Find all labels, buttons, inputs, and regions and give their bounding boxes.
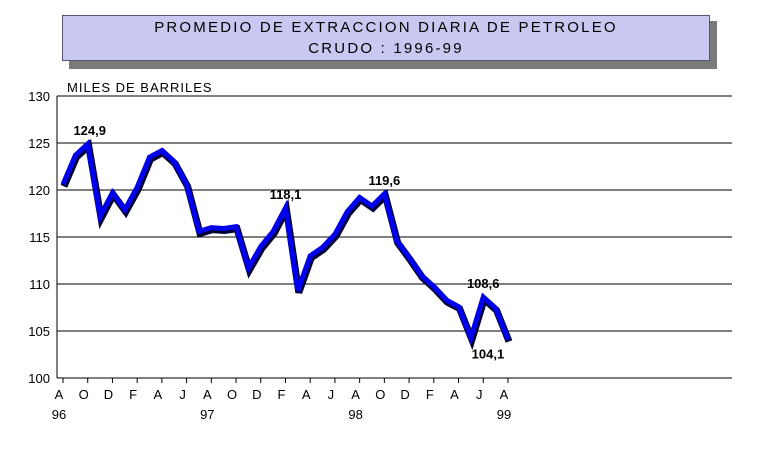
data-label: 124,9 xyxy=(73,123,106,138)
x-month-label: A xyxy=(154,387,163,402)
gridlines xyxy=(57,95,732,379)
y-tick-label: 115 xyxy=(29,230,50,245)
x-month-label: A xyxy=(500,387,509,402)
x-month-label: F xyxy=(129,387,137,402)
y-tick-label: 130 xyxy=(28,89,50,104)
y-tick-label: 105 xyxy=(28,324,50,339)
x-month-label: A xyxy=(55,387,64,402)
x-year-label: 97 xyxy=(200,407,214,422)
x-axis: A O D F A J A O D F A J A O D F A J A96 97 98 99 xyxy=(52,378,511,422)
x-year-label: 96 xyxy=(52,407,66,422)
data-label: 104,1 xyxy=(472,346,505,361)
x-month-label: F xyxy=(278,387,286,402)
data-label: 108,6 xyxy=(467,276,500,291)
x-month-label: A xyxy=(450,387,459,402)
x-year-label: 99 xyxy=(497,407,511,422)
x-month-label: D xyxy=(400,387,409,402)
x-month-label: J xyxy=(476,387,483,402)
data-label: 118,1 xyxy=(270,187,302,202)
x-month-label: D xyxy=(104,387,113,402)
x-month-label: O xyxy=(227,387,237,402)
x-month-label: A xyxy=(203,387,212,402)
chart-title-line1: PROMEDIO DE EXTRACCION DIARIA DE PETROLE… xyxy=(154,19,618,36)
x-month-label: F xyxy=(426,387,434,402)
x-month-label: J xyxy=(328,387,335,402)
x-month-label: A xyxy=(302,387,311,402)
y-axis-label: MILES DE BARRILES xyxy=(67,80,213,95)
x-month-label: J xyxy=(179,387,186,402)
data-labels: 124,9 118,1 119,6 108,6 104,1 xyxy=(73,123,504,362)
y-axis: 100 105 110 115 120 125 130 xyxy=(28,89,58,386)
series-line xyxy=(60,138,511,346)
x-month-label: O xyxy=(79,387,89,402)
chart-title-line2: CRUDO : 1996-99 xyxy=(308,40,464,57)
x-month-label: D xyxy=(252,387,261,402)
x-month-label: A xyxy=(351,387,360,402)
x-month-label: O xyxy=(375,387,385,402)
x-year-label: 98 xyxy=(348,407,362,422)
chart-title-box: PROMEDIO DE EXTRACCION DIARIA DE PETROLE… xyxy=(62,15,710,61)
data-label: 119,6 xyxy=(368,173,400,188)
y-tick-label: 120 xyxy=(28,183,50,198)
y-tick-label: 125 xyxy=(28,136,50,151)
series-shadow xyxy=(60,138,513,351)
y-tick-label: 100 xyxy=(28,371,50,386)
y-tick-label: 110 xyxy=(29,277,50,292)
series-lines xyxy=(60,138,513,351)
